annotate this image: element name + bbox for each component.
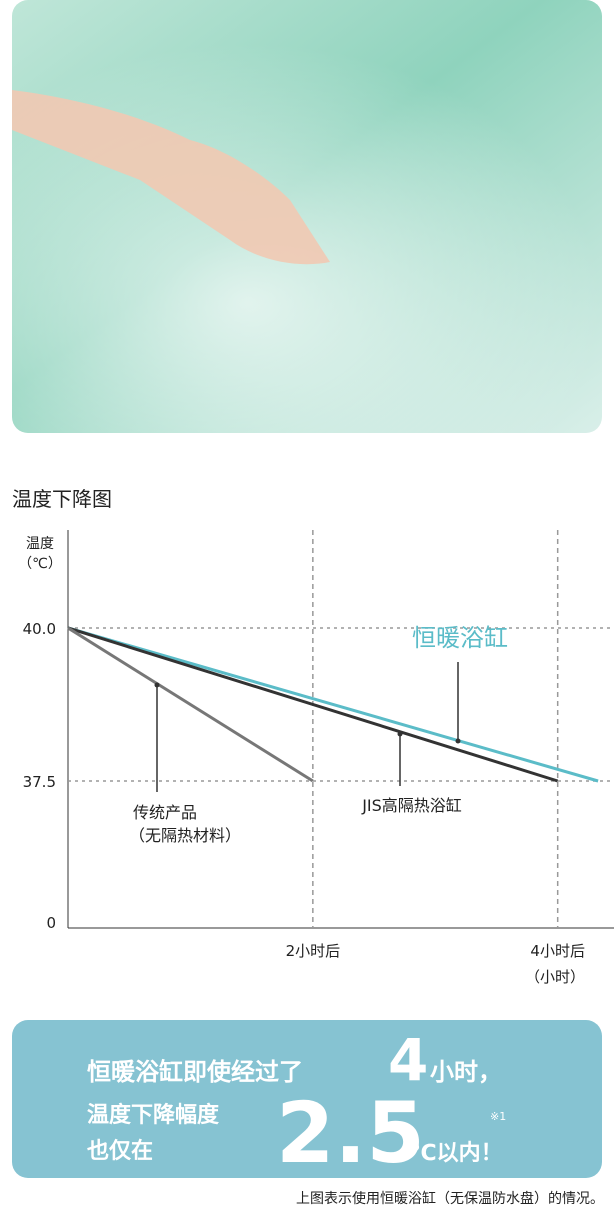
footnote: 上图表示使用恒暖浴缸（无保温防水盘）的情况。	[296, 1190, 604, 1207]
annotation: （无隔热材料）	[129, 826, 241, 845]
chart-title: 温度下降图	[12, 487, 112, 511]
note-mark: ※1	[490, 1110, 506, 1123]
series-label: JIS高隔热浴缸	[361, 796, 462, 815]
line	[67, 626, 599, 783]
y-tick-label: 37.5	[23, 773, 56, 791]
line	[67, 626, 559, 783]
x-tick-label: 4小时后	[530, 942, 585, 960]
series-label: 恒暖浴缸	[412, 624, 508, 652]
photo	[12, 0, 602, 433]
banner-number: 4	[388, 1026, 428, 1094]
leader-dot	[455, 738, 461, 744]
y-tick-label: 0	[46, 914, 56, 932]
leader-dot	[397, 731, 403, 737]
series-label: 传统产品	[133, 803, 197, 822]
banner: 恒暖浴缸即使经过了 4 小时， 温度下降幅度 也仅在 2.5 ※1 ℃以内！	[12, 1020, 602, 1182]
y-tick-label: 40.0	[23, 620, 56, 638]
chart: 0 37.5 40.0 2小时后 4小时后 恒暖浴缸 JIS高隔热浴缸 传统产品 （无隔热材料）	[23, 530, 614, 960]
y-unit: （℃）	[18, 556, 62, 572]
x-unit: （小时）	[525, 968, 585, 986]
banner-text: 小时，	[430, 1058, 502, 1086]
leader-dot	[154, 682, 160, 688]
banner-text: ℃以内！	[410, 1141, 503, 1166]
banner-text: 温度下降幅度	[87, 1102, 220, 1128]
banner-text: 恒暖浴缸即使经过了	[87, 1058, 303, 1086]
banner-number: 2.5	[276, 1084, 425, 1182]
x-tick-label: 2小时后	[286, 942, 341, 960]
y-label: 温度	[26, 536, 54, 552]
banner-text: 也仅在	[87, 1138, 153, 1164]
line	[67, 626, 314, 783]
